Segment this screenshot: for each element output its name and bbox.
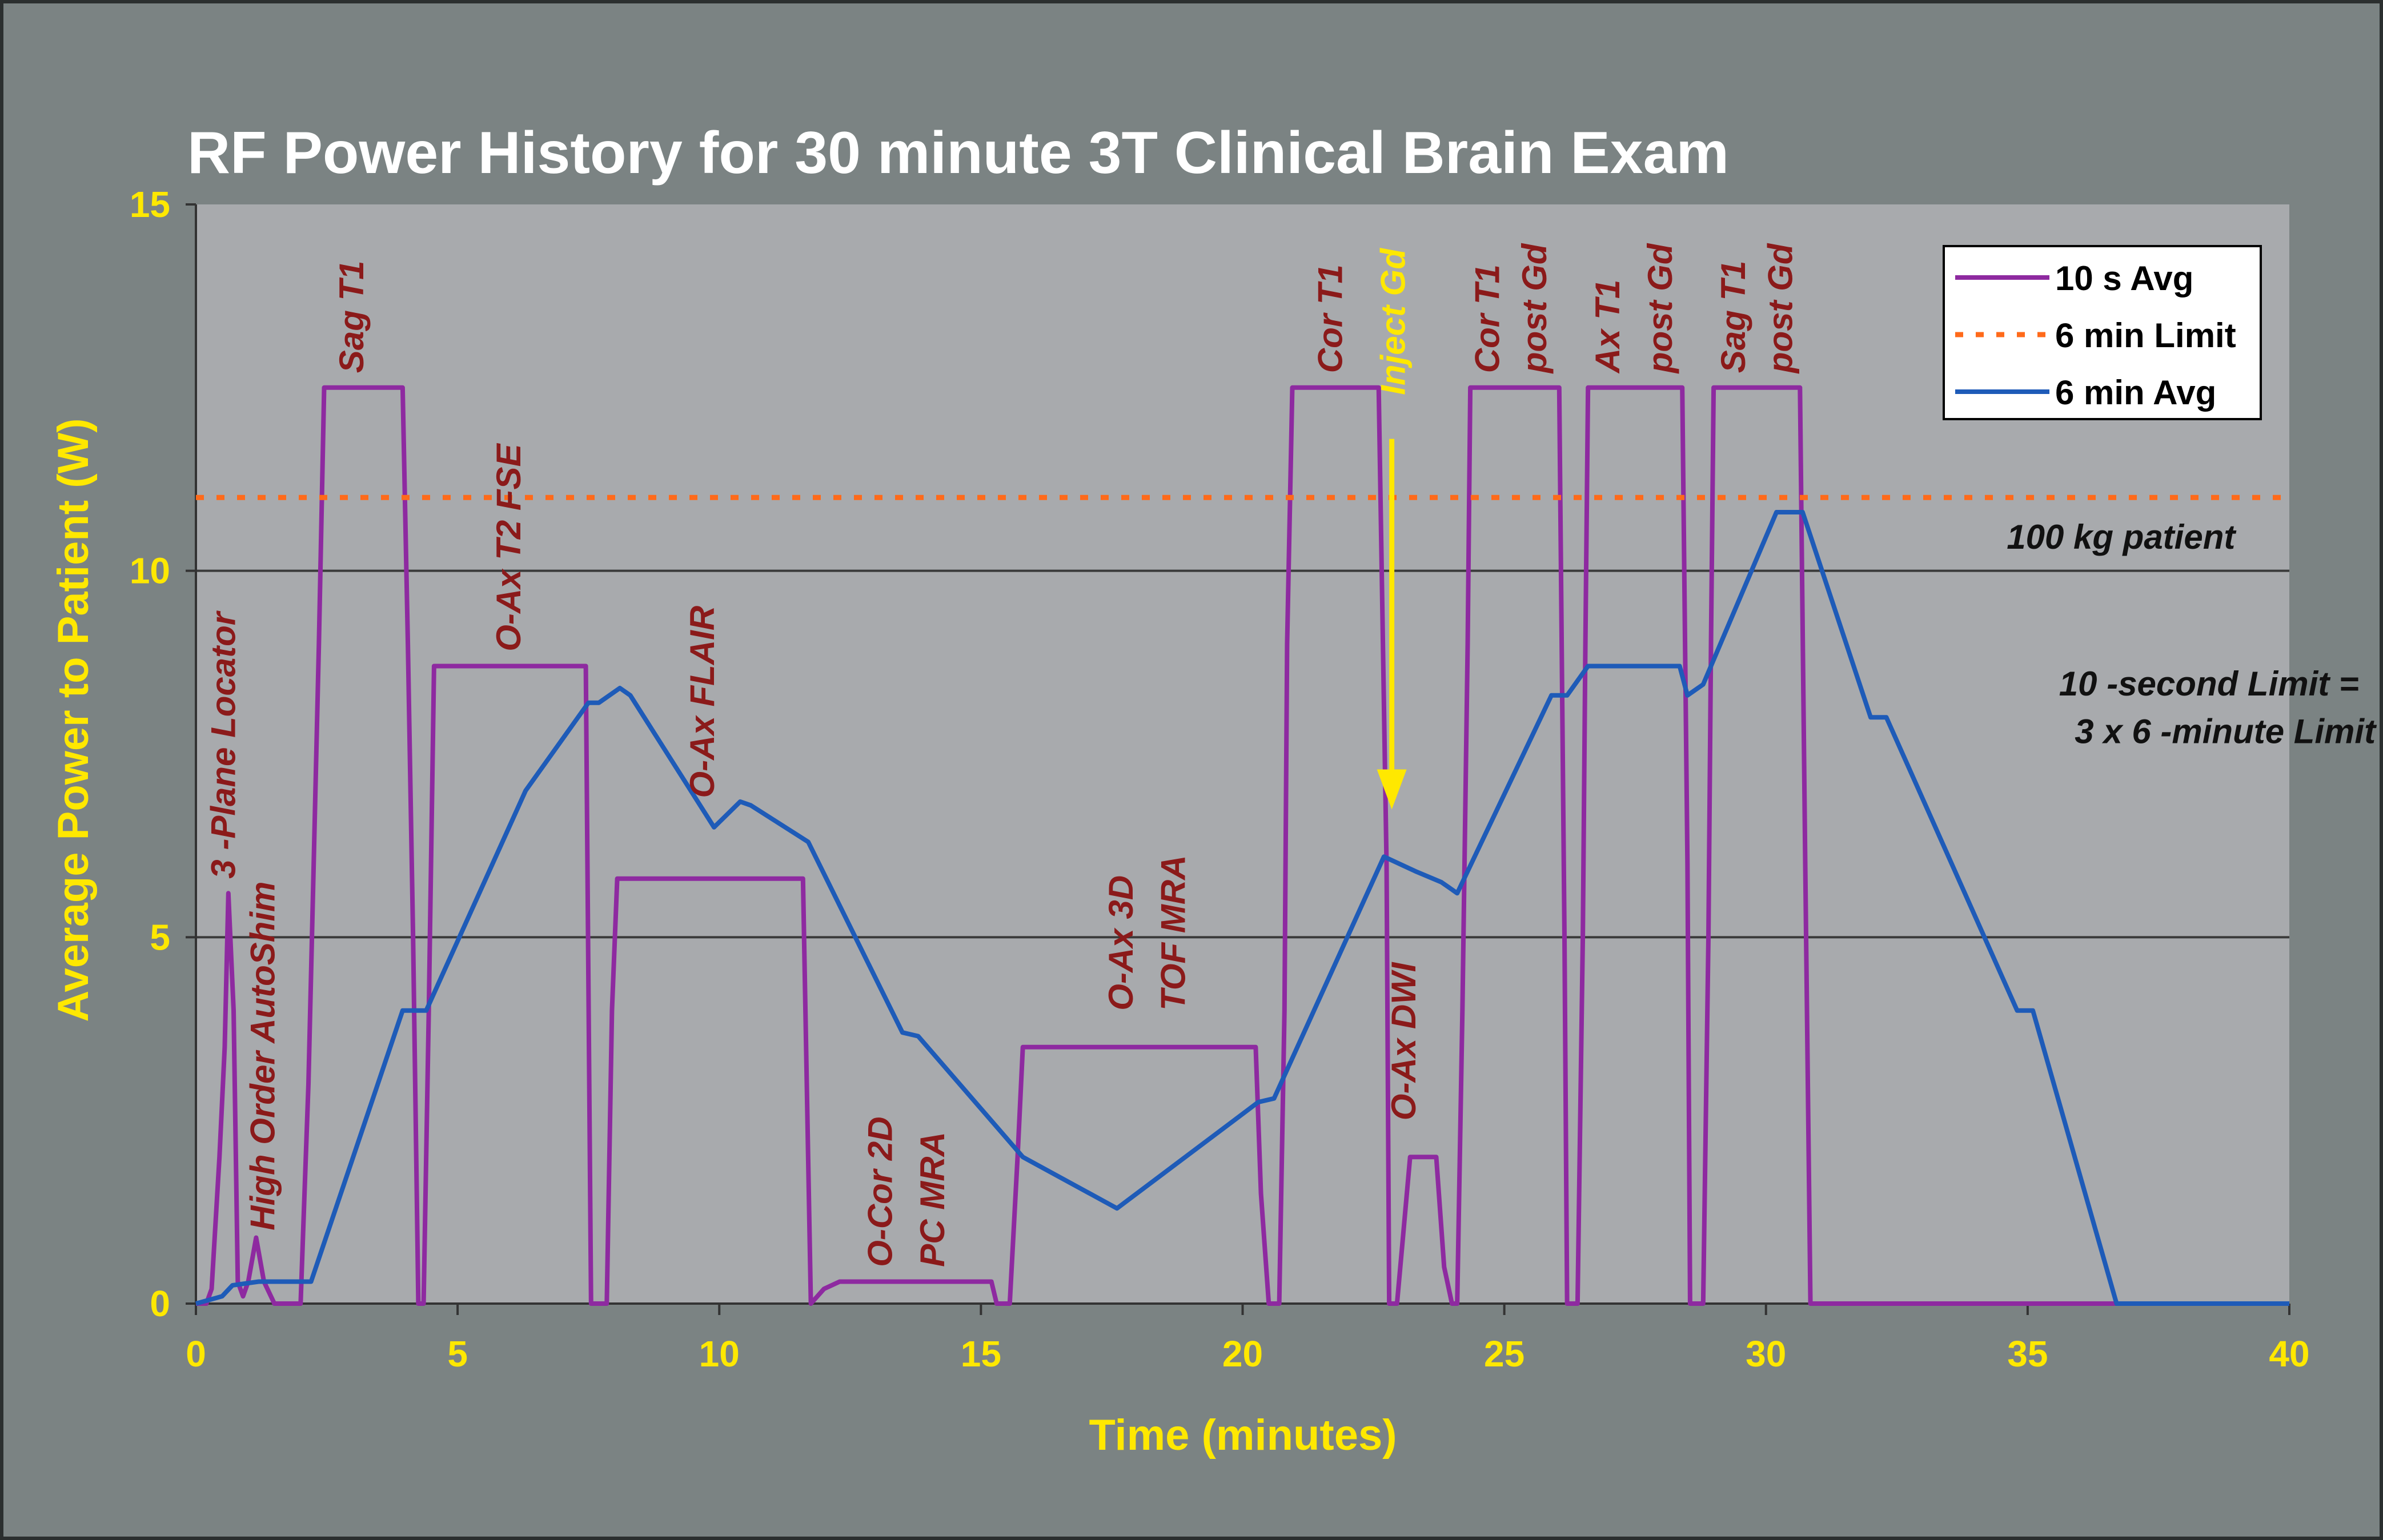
annotation-7: O-Ax 3D <box>1102 875 1140 1011</box>
y-tick-label-0: 0 <box>150 1283 170 1324</box>
annotation-3: O-Ax T2 FSE <box>490 443 528 651</box>
y-axis-label: Average Power to Patient (W) <box>49 418 98 1022</box>
x-tick-label-35: 35 <box>2007 1333 2048 1374</box>
series-line-6-min-avg <box>195 510 2289 1306</box>
chart-title: RF Power History for 30 minute 3T Clinic… <box>187 120 1729 186</box>
x-axis-label: Time (minutes) <box>1089 1411 1397 1459</box>
annotation-15: post Gd <box>1641 243 1679 374</box>
series-line-10-s-avg <box>196 385 2289 1306</box>
plot-background <box>196 204 2289 1304</box>
annotation-13: post Gd <box>1515 243 1554 374</box>
annotation-20: 3 x 6 -minute Limit <box>2075 712 2377 750</box>
annotation-5: O-Cor 2D <box>861 1116 900 1266</box>
y-tick-label-10: 10 <box>130 550 170 592</box>
annotation-14: Ax T1 <box>1588 280 1627 374</box>
x-tick-label-15: 15 <box>961 1333 1001 1374</box>
annotation-17: post Gd <box>1762 243 1800 374</box>
x-tick-label-20: 20 <box>1222 1333 1263 1374</box>
x-tick-label-10: 10 <box>699 1333 740 1374</box>
annotation-2: Sag T1 <box>332 260 371 373</box>
x-tick-label-5: 5 <box>447 1333 468 1374</box>
annotation-1: High Order AutoShim <box>243 882 282 1231</box>
y-tick-label-15: 15 <box>130 184 170 225</box>
annotation-11: O-Ax DWI <box>1385 962 1423 1120</box>
annotation-8: TOF MRA <box>1154 855 1193 1010</box>
annotation-19: 10 -second Limit = <box>2059 665 2359 703</box>
annotation-9: Cor T1 <box>1311 264 1350 373</box>
legend-label-0: 10 s Avg <box>2055 259 2193 297</box>
annotation-6: PC MRA <box>913 1132 952 1267</box>
x-tick-label-0: 0 <box>186 1333 206 1374</box>
x-tick-label-40: 40 <box>2269 1333 2309 1374</box>
legend-label-2: 6 min Avg <box>2055 373 2216 412</box>
annotation-4: O-Ax FLAIR <box>683 606 721 798</box>
x-tick-label-30: 30 <box>1746 1333 1786 1374</box>
annotation-10: Inject Gd <box>1374 248 1413 395</box>
plot-area: 0 5 10 15 0 5 10 15 20 25 30 35 40 3 -Plane LocatorHi… <box>130 184 2377 1374</box>
annotation-0: 3 -Plane Locator <box>204 610 243 878</box>
rf-power-chart: RF Power History for 30 minute 3T Clinic… <box>49 120 2377 1459</box>
annotation-12: Cor T1 <box>1469 264 1507 373</box>
legend-label-1: 6 min Limit <box>2055 316 2236 355</box>
y-tick-label-5: 5 <box>150 916 170 958</box>
annotation-18: 100 kg patient <box>2007 518 2237 556</box>
annotation-16: Sag T1 <box>1714 260 1752 373</box>
legend: 10 s Avg 6 min Limit 6 min Avg <box>1943 245 2262 420</box>
x-tick-label-25: 25 <box>1484 1333 1525 1374</box>
inject-arrow-head <box>1377 769 1407 810</box>
